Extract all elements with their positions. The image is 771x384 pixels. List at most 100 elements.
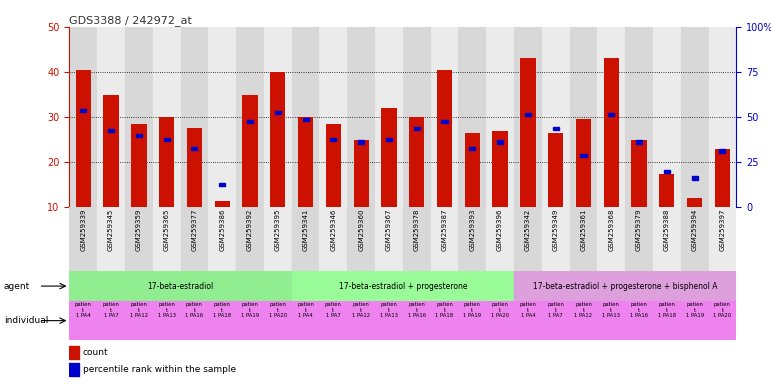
Text: GSM259377: GSM259377: [191, 209, 197, 251]
Bar: [402, 27, 431, 207]
Text: GSM259388: GSM259388: [664, 209, 670, 251]
Bar: [493, 131, 508, 207]
Bar: [191, 147, 197, 150]
Bar: [264, 207, 291, 271]
Bar: [291, 27, 319, 207]
Text: patien
t
1 PA4: patien t 1 PA4: [75, 302, 92, 318]
Bar: [330, 138, 336, 141]
Bar: [581, 154, 587, 157]
Bar: [219, 183, 225, 186]
Text: patien
t
1 PA13: patien t 1 PA13: [380, 302, 398, 318]
Text: patien
t
1 PA13: patien t 1 PA13: [157, 302, 176, 318]
Bar: [497, 141, 503, 144]
Bar: [653, 207, 681, 271]
Text: GDS3388 / 242972_at: GDS3388 / 242972_at: [69, 15, 192, 26]
Text: patien
t
1 PA19: patien t 1 PA19: [241, 302, 259, 318]
Text: patien
t
1 PA7: patien t 1 PA7: [103, 302, 120, 318]
Bar: [97, 207, 125, 271]
Bar: [291, 207, 319, 271]
Text: agent: agent: [4, 281, 30, 291]
Bar: [163, 138, 170, 141]
Bar: [291, 271, 514, 301]
Bar: [347, 207, 375, 271]
Text: patien
t
1 PA4: patien t 1 PA4: [520, 302, 537, 318]
Text: GSM259368: GSM259368: [608, 209, 614, 251]
Bar: [69, 27, 97, 207]
Bar: [236, 207, 264, 271]
Bar: [69, 346, 79, 359]
Bar: [153, 207, 180, 271]
Bar: [319, 27, 347, 207]
Bar: [514, 271, 736, 301]
Text: patien
t
1 PA12: patien t 1 PA12: [352, 302, 370, 318]
Text: patien
t
1 PA4: patien t 1 PA4: [297, 302, 314, 318]
Bar: [382, 108, 396, 207]
Bar: [681, 207, 709, 271]
Text: GSM259365: GSM259365: [163, 209, 170, 251]
Bar: [180, 207, 208, 271]
Text: GSM259342: GSM259342: [525, 209, 531, 251]
Bar: [264, 27, 291, 207]
Bar: [514, 27, 542, 207]
Bar: [325, 124, 341, 207]
Text: patien
t
1 PA16: patien t 1 PA16: [408, 302, 426, 318]
Bar: [97, 27, 125, 207]
Bar: [576, 119, 591, 207]
Bar: [386, 138, 392, 141]
Bar: [692, 177, 698, 180]
Bar: [375, 27, 402, 207]
Text: patien
t
1 PA20: patien t 1 PA20: [491, 302, 509, 318]
Text: GSM259395: GSM259395: [274, 209, 281, 251]
Bar: [236, 27, 264, 207]
Bar: [319, 207, 347, 271]
Bar: [525, 113, 531, 116]
Bar: [69, 271, 291, 301]
Bar: [69, 207, 97, 271]
Bar: [208, 27, 236, 207]
Bar: [659, 174, 675, 207]
Bar: [298, 117, 313, 207]
Text: GSM259341: GSM259341: [302, 209, 308, 251]
Text: patien
t
1 PA13: patien t 1 PA13: [602, 302, 620, 318]
Bar: [459, 207, 487, 271]
Bar: [402, 207, 431, 271]
Text: GSM259360: GSM259360: [359, 209, 364, 251]
Text: patien
t
1 PA19: patien t 1 PA19: [463, 302, 481, 318]
Bar: [108, 129, 114, 132]
Text: patien
t
1 PA20: patien t 1 PA20: [269, 302, 287, 318]
Text: percentile rank within the sample: percentile rank within the sample: [83, 365, 236, 374]
Bar: [153, 27, 180, 207]
Text: GSM259359: GSM259359: [136, 209, 142, 251]
Bar: [136, 134, 142, 137]
Text: patien
t
1 PA12: patien t 1 PA12: [130, 302, 148, 318]
Bar: [431, 207, 459, 271]
Bar: [608, 113, 614, 116]
Bar: [247, 120, 253, 123]
Bar: [274, 111, 281, 114]
Bar: [653, 27, 681, 207]
Text: GSM259378: GSM259378: [414, 209, 419, 251]
Text: GSM259386: GSM259386: [219, 209, 225, 251]
Bar: [604, 58, 619, 207]
Bar: [76, 70, 91, 207]
Bar: [302, 118, 308, 121]
Text: patien
t
1 PA7: patien t 1 PA7: [547, 302, 564, 318]
Bar: [520, 58, 536, 207]
Bar: [358, 141, 364, 144]
Bar: [208, 207, 236, 271]
Bar: [687, 198, 702, 207]
Text: GSM259387: GSM259387: [442, 209, 447, 251]
Text: GSM259367: GSM259367: [386, 209, 392, 251]
Bar: [553, 127, 559, 130]
Bar: [180, 27, 208, 207]
Bar: [598, 27, 625, 207]
Text: patien
t
1 PA20: patien t 1 PA20: [713, 302, 732, 318]
Bar: [542, 27, 570, 207]
Text: patien
t
1 PA18: patien t 1 PA18: [213, 302, 231, 318]
Bar: [242, 94, 258, 207]
Bar: [636, 141, 642, 144]
Bar: [709, 27, 736, 207]
Bar: [409, 117, 424, 207]
Bar: [214, 200, 230, 207]
Bar: [470, 147, 476, 150]
